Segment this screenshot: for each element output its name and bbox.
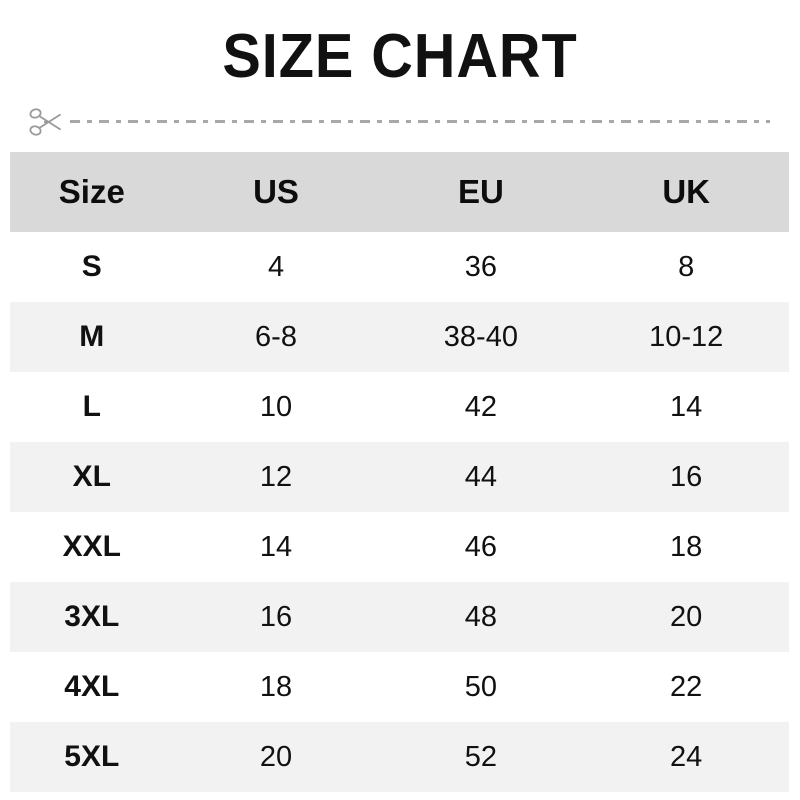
table-header-row: Size US EU UK [10, 152, 789, 232]
dashed-cut-line [70, 120, 770, 123]
cell-size: XXL [10, 512, 174, 582]
cell-us: 16 [173, 582, 379, 652]
cell-size: 3XL [10, 582, 174, 652]
column-header-size: Size [10, 152, 174, 232]
cell-uk: 22 [583, 652, 789, 722]
cell-us: 10 [173, 372, 379, 442]
table-row: XXL 14 46 18 [10, 512, 789, 582]
cell-uk: 10-12 [583, 302, 789, 372]
cell-eu: 36 [378, 232, 584, 302]
cell-size: 4XL [10, 652, 174, 722]
cell-eu: 44 [378, 442, 584, 512]
table-row: 3XL 16 48 20 [10, 582, 789, 652]
cell-eu: 50 [378, 652, 584, 722]
cell-uk: 14 [583, 372, 789, 442]
cell-us: 20 [173, 722, 379, 792]
cell-eu: 42 [378, 372, 584, 442]
column-header-uk: UK [583, 152, 789, 232]
cell-us: 14 [173, 512, 379, 582]
cell-uk: 8 [583, 232, 789, 302]
cell-us: 18 [173, 652, 379, 722]
cell-us: 6-8 [173, 302, 379, 372]
cell-size: 5XL [10, 722, 174, 792]
cell-size: M [10, 302, 174, 372]
cell-uk: 24 [583, 722, 789, 792]
column-header-us: US [173, 152, 379, 232]
table-row: XL 12 44 16 [10, 442, 789, 512]
table-row: M 6-8 38-40 10-12 [10, 302, 789, 372]
cut-line [18, 104, 772, 138]
table-row: L 10 42 14 [10, 372, 789, 442]
cell-eu: 52 [378, 722, 584, 792]
column-header-eu: EU [378, 152, 584, 232]
size-chart-table: Size US EU UK S 4 36 8 M 6-8 38-40 10-12… [10, 152, 789, 792]
cell-size: XL [10, 442, 174, 512]
scissors-icon [29, 108, 61, 136]
cell-eu: 38-40 [378, 302, 584, 372]
cell-eu: 46 [378, 512, 584, 582]
cell-us: 4 [173, 232, 379, 302]
page-title: SIZE CHART [222, 22, 578, 91]
cell-size: S [10, 232, 174, 302]
table-row: 4XL 18 50 22 [10, 652, 789, 722]
table-body: S 4 36 8 M 6-8 38-40 10-12 L 10 42 14 XL… [10, 232, 789, 792]
cell-uk: 16 [583, 442, 789, 512]
cell-eu: 48 [378, 582, 584, 652]
table-row: S 4 36 8 [10, 232, 789, 302]
table-row: 5XL 20 52 24 [10, 722, 789, 792]
cell-us: 12 [173, 442, 379, 512]
cell-size: L [10, 372, 174, 442]
cell-uk: 20 [583, 582, 789, 652]
cell-uk: 18 [583, 512, 789, 582]
